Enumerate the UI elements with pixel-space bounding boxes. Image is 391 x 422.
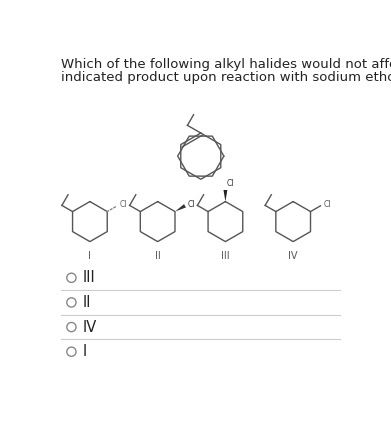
Text: Which of the following alkyl halides would not afford the: Which of the following alkyl halides wou…	[61, 58, 391, 71]
Polygon shape	[175, 204, 186, 211]
Text: I: I	[82, 344, 86, 359]
Text: II: II	[82, 295, 91, 310]
Text: Cl: Cl	[323, 200, 331, 209]
Text: III: III	[221, 251, 230, 261]
Text: IV: IV	[289, 251, 298, 261]
Text: II: II	[155, 251, 161, 261]
Text: Cl: Cl	[227, 179, 235, 189]
Polygon shape	[224, 190, 227, 202]
Text: indicated product upon reaction with sodium ethoxide?: indicated product upon reaction with sod…	[61, 70, 391, 84]
Text: Cl: Cl	[120, 200, 127, 209]
Text: I: I	[88, 251, 91, 261]
Text: III: III	[82, 270, 95, 285]
Text: IV: IV	[82, 319, 97, 335]
Text: Cl: Cl	[188, 200, 195, 209]
